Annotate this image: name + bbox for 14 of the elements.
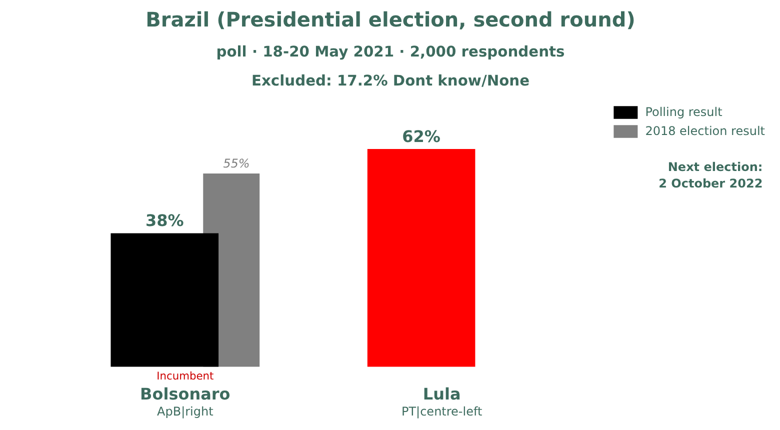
text: Excluded: 17.2% Dont know/None [251,72,530,90]
text: Next election: 2 October 2022 [658,160,763,191]
legend-label: 2018 election result [645,124,765,138]
data-label: 55% [223,156,250,171]
x-tick-label: Bolsonaro [140,384,230,404]
chart-subtitle: poll · 18-20 May 2021 · 2,000 respondents [216,44,566,60]
x-tick-label: Lula [422,384,461,404]
data-label: 38% [145,211,184,230]
data-label: 62% [402,126,440,146]
chart-title: Brazil (Presidential election, second round) [146,8,636,32]
annotation: Incumbent [156,370,214,383]
text: ApB|right [157,404,214,419]
text: PT|centre-left [401,404,482,419]
legend-label: Polling result [645,105,722,119]
